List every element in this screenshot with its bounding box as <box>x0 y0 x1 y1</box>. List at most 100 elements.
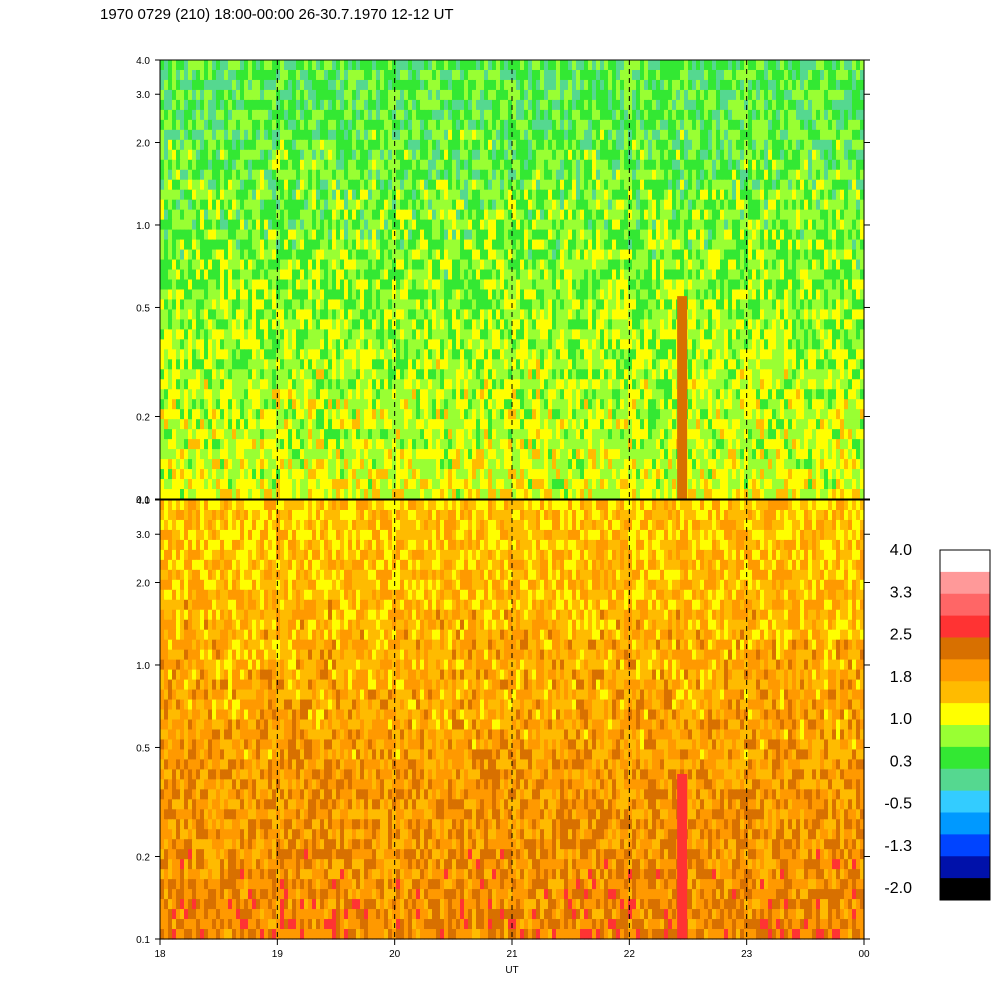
heat-cell <box>276 109 281 121</box>
heat-cell <box>228 279 233 291</box>
heat-cell <box>760 79 765 91</box>
heat-cell <box>216 219 221 231</box>
heat-cell <box>424 279 429 291</box>
heat-cell <box>804 329 809 340</box>
heat-cell <box>528 189 533 201</box>
heat-cell <box>344 129 349 141</box>
heat-cell <box>480 299 485 311</box>
heat-cell <box>368 139 373 151</box>
heat-cell <box>692 89 697 101</box>
heat-cell <box>340 209 345 221</box>
heat-cell <box>316 109 321 121</box>
heat-cell <box>600 219 605 231</box>
heat-cell <box>852 119 857 131</box>
heat-cell <box>264 129 269 141</box>
heat-cell <box>432 319 437 330</box>
heat-cell <box>340 189 345 201</box>
heat-cell <box>592 219 597 231</box>
heat-cell <box>444 139 449 151</box>
heat-cell <box>340 299 345 311</box>
heat-cell <box>748 129 753 141</box>
heat-cell <box>840 249 845 261</box>
heat-cell <box>548 229 553 241</box>
heat-cell <box>188 139 193 151</box>
heat-cell <box>380 129 385 141</box>
heat-cell <box>384 189 389 201</box>
heat-cell <box>704 209 709 221</box>
heat-cell <box>252 60 257 71</box>
heat-cell <box>216 309 221 321</box>
heat-cell <box>632 149 637 161</box>
heat-cell <box>420 129 425 141</box>
heat-cell <box>456 209 461 221</box>
heat-cell <box>616 60 621 71</box>
heat-cell <box>832 219 837 231</box>
heat-cell <box>344 249 349 261</box>
heat-cell <box>604 69 609 81</box>
heat-cell <box>364 149 369 161</box>
heat-cell <box>284 249 289 261</box>
heat-cell <box>640 169 645 181</box>
heat-cell <box>736 229 741 241</box>
heat-cell <box>312 139 317 151</box>
heat-cell <box>720 299 725 311</box>
heat-cell <box>580 99 585 111</box>
heat-cell <box>808 309 813 321</box>
heat-cell <box>844 289 849 301</box>
heat-cell <box>820 129 825 141</box>
heat-cell <box>556 159 561 171</box>
heat-cell <box>424 319 429 330</box>
heat-cell <box>232 319 237 330</box>
heat-cell <box>696 79 701 91</box>
heat-cell <box>648 179 653 191</box>
heat-cell <box>848 199 853 211</box>
heat-cell <box>564 199 569 211</box>
heat-cell <box>548 189 553 201</box>
heat-cell <box>748 229 753 241</box>
heat-cell <box>852 209 857 221</box>
heat-cell <box>724 69 729 81</box>
heat-cell <box>372 249 377 261</box>
heat-cell <box>256 89 261 101</box>
heat-cell <box>536 269 541 281</box>
heat-cell <box>248 249 253 261</box>
heat-cell <box>528 129 533 141</box>
heat-cell <box>256 289 261 301</box>
heat-cell <box>696 299 701 311</box>
heat-cell <box>268 209 273 221</box>
heat-cell <box>672 189 677 201</box>
heat-cell <box>420 119 425 131</box>
heat-cell <box>344 279 349 291</box>
heat-cell <box>208 199 213 211</box>
heat-cell <box>440 249 445 261</box>
heat-cell <box>780 189 785 201</box>
heat-cell <box>708 289 713 301</box>
heat-cell <box>348 179 353 191</box>
heat-cell <box>364 99 369 111</box>
heat-cell <box>448 159 453 171</box>
heat-cell <box>200 239 205 251</box>
heat-cell <box>204 109 209 121</box>
heat-cell <box>444 259 449 271</box>
heat-cell <box>788 129 793 141</box>
heat-cell <box>244 299 249 311</box>
heat-cell <box>160 119 165 131</box>
heat-cell <box>264 309 269 321</box>
heat-cell <box>420 319 425 330</box>
heat-cell <box>536 249 541 261</box>
heat-cell <box>408 149 413 161</box>
heat-cell <box>796 209 801 221</box>
heat-cell <box>448 289 453 301</box>
heat-cell <box>476 69 481 81</box>
heat-cell <box>280 249 285 261</box>
heat-cell <box>424 129 429 141</box>
heat-cell <box>344 149 349 161</box>
heat-cell <box>276 149 281 161</box>
heat-cell <box>208 99 213 111</box>
heat-cell <box>376 339 381 350</box>
heat-cell <box>388 159 393 171</box>
heat-cell <box>428 219 433 231</box>
heat-cell <box>400 149 405 161</box>
heat-cell <box>488 189 493 201</box>
heat-cell <box>576 329 581 340</box>
